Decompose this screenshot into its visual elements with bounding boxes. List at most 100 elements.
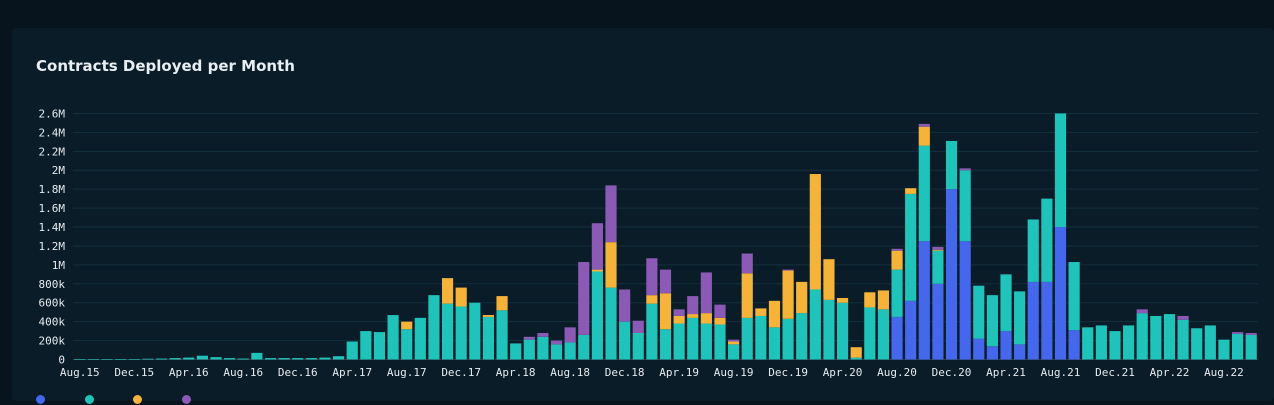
bar-segment[interactable] xyxy=(659,329,672,360)
bar-segment[interactable] xyxy=(414,317,426,360)
bar-segment[interactable] xyxy=(755,315,767,360)
bar-segment[interactable] xyxy=(823,299,835,360)
bar-segment[interactable] xyxy=(101,359,113,360)
bar-segment[interactable] xyxy=(591,271,603,360)
bar-segment[interactable] xyxy=(973,338,985,360)
bar-segment[interactable] xyxy=(482,315,495,317)
bar-segment[interactable] xyxy=(809,289,821,360)
bar-segment[interactable] xyxy=(932,283,944,360)
bar-segment[interactable] xyxy=(550,340,563,345)
bar-segment[interactable] xyxy=(605,185,617,243)
bar-segment[interactable] xyxy=(319,357,331,360)
bar-segment[interactable] xyxy=(782,269,794,271)
bar-segment[interactable] xyxy=(387,315,399,360)
bar-segment[interactable] xyxy=(836,297,849,303)
bar-segment[interactable] xyxy=(128,359,140,360)
bar-segment[interactable] xyxy=(959,168,971,171)
bar-segment[interactable] xyxy=(360,331,372,360)
bar-segment[interactable] xyxy=(905,300,917,360)
bar-segment[interactable] xyxy=(687,314,699,318)
bar-segment[interactable] xyxy=(496,310,508,360)
bar-segment[interactable] xyxy=(728,341,740,345)
bar-segment[interactable] xyxy=(210,357,222,360)
bar-segment[interactable] xyxy=(1177,319,1189,360)
bar-segment[interactable] xyxy=(1041,281,1053,360)
bar-segment[interactable] xyxy=(142,358,154,360)
bar-segment[interactable] xyxy=(523,339,535,360)
bar-segment[interactable] xyxy=(959,170,971,242)
bar-segment[interactable] xyxy=(523,336,535,340)
bar-segment[interactable] xyxy=(646,295,658,304)
bar-segment[interactable] xyxy=(905,193,917,301)
bar-segment[interactable] xyxy=(346,341,358,360)
legend-item-4[interactable] xyxy=(181,392,197,405)
bar-segment[interactable] xyxy=(196,355,208,360)
bar-segment[interactable] xyxy=(932,250,944,284)
bar-segment[interactable] xyxy=(183,357,195,360)
bar-segment[interactable] xyxy=(687,296,699,315)
bar-segment[interactable] xyxy=(891,248,903,251)
bar-segment[interactable] xyxy=(1163,314,1176,360)
bar-segment[interactable] xyxy=(87,359,100,360)
bar-segment[interactable] xyxy=(700,272,712,314)
bar-segment[interactable] xyxy=(455,306,467,360)
bar-segment[interactable] xyxy=(850,347,862,358)
bar-segment[interactable] xyxy=(673,309,685,316)
bar-segment[interactable] xyxy=(918,145,930,242)
bar-segment[interactable] xyxy=(578,334,590,360)
bar-segment[interactable] xyxy=(1136,309,1148,314)
bar-segment[interactable] xyxy=(169,358,181,360)
bar-segment[interactable] xyxy=(292,358,304,360)
bar-segment[interactable] xyxy=(932,246,944,250)
bar-segment[interactable] xyxy=(74,359,86,360)
bar-segment[interactable] xyxy=(550,344,563,360)
bar-segment[interactable] xyxy=(741,273,753,318)
bar-segment[interactable] xyxy=(1054,227,1067,360)
bar-segment[interactable] xyxy=(333,356,345,360)
legend-item-2[interactable] xyxy=(84,392,100,405)
bar-segment[interactable] xyxy=(1109,331,1121,360)
bar-segment[interactable] xyxy=(1245,333,1257,335)
bar-segment[interactable] xyxy=(741,317,753,360)
bar-segment[interactable] xyxy=(373,332,386,360)
bar-segment[interactable] xyxy=(986,346,998,360)
bar-segment[interactable] xyxy=(510,343,522,360)
bar-segment[interactable] xyxy=(959,241,971,360)
bar-segment[interactable] xyxy=(673,323,685,360)
bar-segment[interactable] xyxy=(469,302,481,360)
bar-segment[interactable] xyxy=(646,303,658,360)
bar-segment[interactable] xyxy=(877,309,890,360)
bar-segment[interactable] xyxy=(1027,219,1039,282)
bar-segment[interactable] xyxy=(401,329,413,360)
bar-segment[interactable] xyxy=(115,359,127,360)
bar-segment[interactable] xyxy=(659,293,672,330)
bar-segment[interactable] xyxy=(455,287,467,307)
bar-segment[interactable] xyxy=(578,262,590,335)
bar-segment[interactable] xyxy=(932,249,944,251)
bar-segment[interactable] xyxy=(796,281,808,314)
bar-segment[interactable] xyxy=(741,253,753,274)
bar-segment[interactable] xyxy=(850,357,862,360)
bar-segment[interactable] xyxy=(755,308,767,316)
bar-segment[interactable] xyxy=(700,323,712,360)
bar-segment[interactable] xyxy=(564,342,576,360)
bar-segment[interactable] xyxy=(1095,325,1107,360)
bar-segment[interactable] xyxy=(537,336,549,360)
bar-segment[interactable] xyxy=(659,269,672,294)
bar-segment[interactable] xyxy=(728,339,740,342)
bar-segment[interactable] xyxy=(1054,113,1067,228)
bar-segment[interactable] xyxy=(1014,291,1026,345)
bar-segment[interactable] xyxy=(945,189,958,360)
bar-segment[interactable] xyxy=(619,289,631,322)
bar-segment[interactable] xyxy=(891,269,903,317)
bar-segment[interactable] xyxy=(891,316,903,360)
bar-segment[interactable] xyxy=(305,358,317,360)
bar-segment[interactable] xyxy=(714,304,726,318)
bar-segment[interactable] xyxy=(796,313,808,360)
bar-segment[interactable] xyxy=(836,302,849,360)
bar-segment[interactable] xyxy=(700,313,712,324)
bar-segment[interactable] xyxy=(605,242,617,288)
bar-segment[interactable] xyxy=(401,321,413,330)
bar-segment[interactable] xyxy=(1123,325,1135,360)
bar-segment[interactable] xyxy=(1000,274,1012,332)
